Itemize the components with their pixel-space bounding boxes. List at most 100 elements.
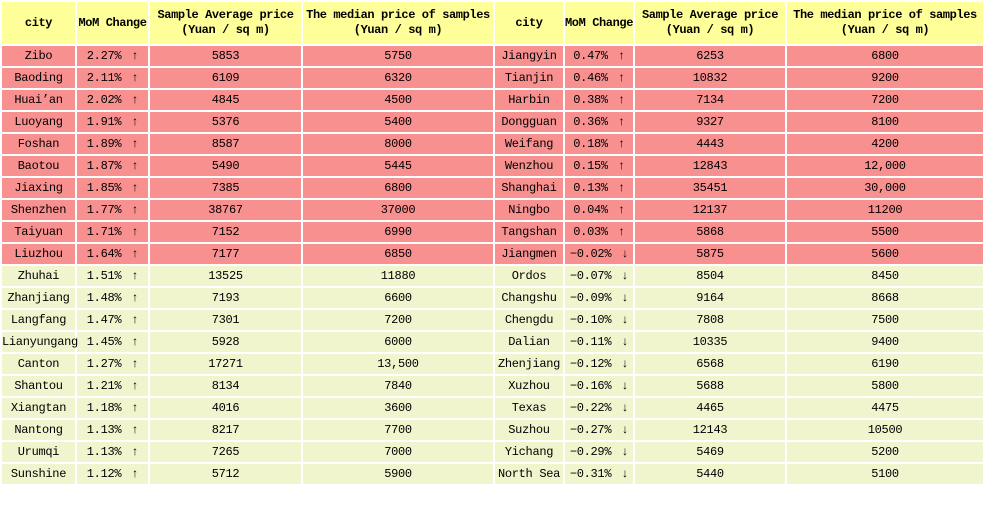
mom-change-value: 1.89%	[86, 137, 122, 151]
mom-change-value: 0.13%	[573, 181, 608, 195]
mom-change-value: 1.87%	[86, 159, 122, 173]
col-header-median-left: The median price of samples (Yuan / sq m…	[301, 0, 495, 46]
median-price-cell: 6600	[301, 286, 495, 310]
median-price-cell: 11200	[785, 198, 983, 222]
city-cell: Langfang	[0, 308, 77, 332]
median-price-cell: 7500	[785, 308, 983, 332]
median-price-cell: 4200	[785, 132, 983, 156]
avg-price-cell: 8504	[633, 264, 787, 288]
city-cell: Huai’an	[0, 88, 77, 112]
up-arrow-icon: ↑	[131, 225, 139, 239]
city-cell: Dalian	[493, 330, 565, 354]
down-arrow-icon: ↓	[621, 467, 629, 481]
avg-price-cell: 4845	[148, 88, 303, 112]
mom-change-cell: 0.38% ↑	[563, 88, 635, 112]
city-cell: Sunshine	[0, 462, 77, 486]
city-cell: Nantong	[0, 418, 77, 442]
median-price-cell: 7000	[301, 440, 495, 464]
table-row: Langfang 1.47% ↑ 7301 7200 Chengdu −0.10% ↓ 7808…	[0, 308, 983, 332]
median-price-cell: 4475	[785, 396, 983, 420]
city-cell: Foshan	[0, 132, 77, 156]
table-row: Shantou 1.21% ↑ 8134 7840 Xuzhou −0.16% ↓ 5688 58…	[0, 374, 983, 398]
city-cell: Harbin	[493, 88, 565, 112]
mom-change-cell: 1.18% ↑	[75, 396, 150, 420]
mom-change-value: 1.27%	[86, 357, 122, 371]
up-arrow-icon: ↑	[131, 401, 139, 415]
mom-change-cell: −0.27% ↓	[563, 418, 635, 442]
mom-change-value: 1.47%	[86, 313, 122, 327]
avg-price-cell: 17271	[148, 352, 303, 376]
median-price-cell: 6190	[785, 352, 983, 376]
avg-price-cell: 9327	[633, 110, 787, 134]
table-row: Taiyuan 1.71% ↑ 7152 6990 Tangshan 0.03% ↑ 5868 5…	[0, 220, 983, 244]
city-price-table: city MoM Change Sample Average price (Yu…	[0, 0, 983, 486]
up-arrow-icon: ↑	[617, 181, 625, 195]
col-header-avg-right: Sample Average price (Yuan / sq m)	[633, 0, 787, 46]
mom-change-value: −0.07%	[569, 269, 612, 283]
avg-price-cell: 5469	[633, 440, 787, 464]
median-price-cell: 6320	[301, 66, 495, 90]
avg-price-cell: 35451	[633, 176, 787, 200]
mom-change-cell: 0.03% ↑	[563, 220, 635, 244]
up-arrow-icon: ↑	[617, 71, 625, 85]
median-price-cell: 10500	[785, 418, 983, 442]
city-cell: Xuzhou	[493, 374, 565, 398]
city-cell: Baoding	[0, 66, 77, 90]
median-price-cell: 5445	[301, 154, 495, 178]
median-price-cell: 6000	[301, 330, 495, 354]
median-price-cell: 8000	[301, 132, 495, 156]
col-header-city-left: city	[0, 0, 77, 46]
median-price-cell: 37000	[301, 198, 495, 222]
mom-change-value: −0.12%	[569, 357, 612, 371]
up-arrow-icon: ↑	[617, 49, 625, 63]
avg-price-cell: 4443	[633, 132, 787, 156]
table-row: Sunshine 1.12% ↑ 5712 5900 North Sea −0.31% ↓ 54…	[0, 462, 983, 486]
up-arrow-icon: ↑	[617, 93, 625, 107]
avg-price-cell: 5440	[633, 462, 787, 486]
up-arrow-icon: ↑	[131, 313, 139, 327]
up-arrow-icon: ↑	[617, 203, 625, 217]
median-price-cell: 6990	[301, 220, 495, 244]
mom-change-cell: −0.07% ↓	[563, 264, 635, 288]
avg-price-cell: 7134	[633, 88, 787, 112]
mom-change-cell: −0.10% ↓	[563, 308, 635, 332]
up-arrow-icon: ↑	[617, 225, 625, 239]
mom-change-value: 0.46%	[573, 71, 608, 85]
table-row: Baotou 1.87% ↑ 5490 5445 Wenzhou 0.15% ↑ 12843 12…	[0, 154, 983, 178]
mom-change-cell: 1.85% ↑	[75, 176, 150, 200]
mom-change-value: 1.21%	[86, 379, 122, 393]
avg-price-cell: 7177	[148, 242, 303, 266]
avg-price-cell: 4465	[633, 396, 787, 420]
city-cell: Zibo	[0, 44, 77, 68]
up-arrow-icon: ↑	[617, 159, 625, 173]
city-cell: Canton	[0, 352, 77, 376]
up-arrow-icon: ↑	[617, 137, 625, 151]
up-arrow-icon: ↑	[131, 181, 139, 195]
median-price-cell: 6800	[785, 44, 983, 68]
down-arrow-icon: ↓	[621, 357, 629, 371]
avg-price-cell: 10832	[633, 66, 787, 90]
avg-price-cell: 6568	[633, 352, 787, 376]
col-header-mom-right: MoM Change	[563, 0, 635, 46]
median-price-cell: 9400	[785, 330, 983, 354]
city-cell: Yichang	[493, 440, 565, 464]
up-arrow-icon: ↑	[131, 269, 139, 283]
city-cell: Ordos	[493, 264, 565, 288]
table-row: Lianyungang 1.45% ↑ 5928 6000 Dalian −0.11% ↓ 10…	[0, 330, 983, 354]
down-arrow-icon: ↓	[621, 269, 629, 283]
mom-change-cell: 1.21% ↑	[75, 374, 150, 398]
city-cell: Zhuhai	[0, 264, 77, 288]
median-price-cell: 11880	[301, 264, 495, 288]
avg-price-cell: 7808	[633, 308, 787, 332]
median-price-cell: 3600	[301, 396, 495, 420]
median-price-cell: 7200	[301, 308, 495, 332]
mom-change-cell: −0.22% ↓	[563, 396, 635, 420]
avg-price-cell: 12137	[633, 198, 787, 222]
avg-price-cell: 5712	[148, 462, 303, 486]
mom-change-value: 2.27%	[86, 49, 122, 63]
median-price-cell: 5400	[301, 110, 495, 134]
mom-change-value: −0.09%	[569, 291, 612, 305]
mom-change-value: −0.27%	[569, 423, 612, 437]
mom-change-value: 0.47%	[573, 49, 608, 63]
median-price-cell: 8100	[785, 110, 983, 134]
